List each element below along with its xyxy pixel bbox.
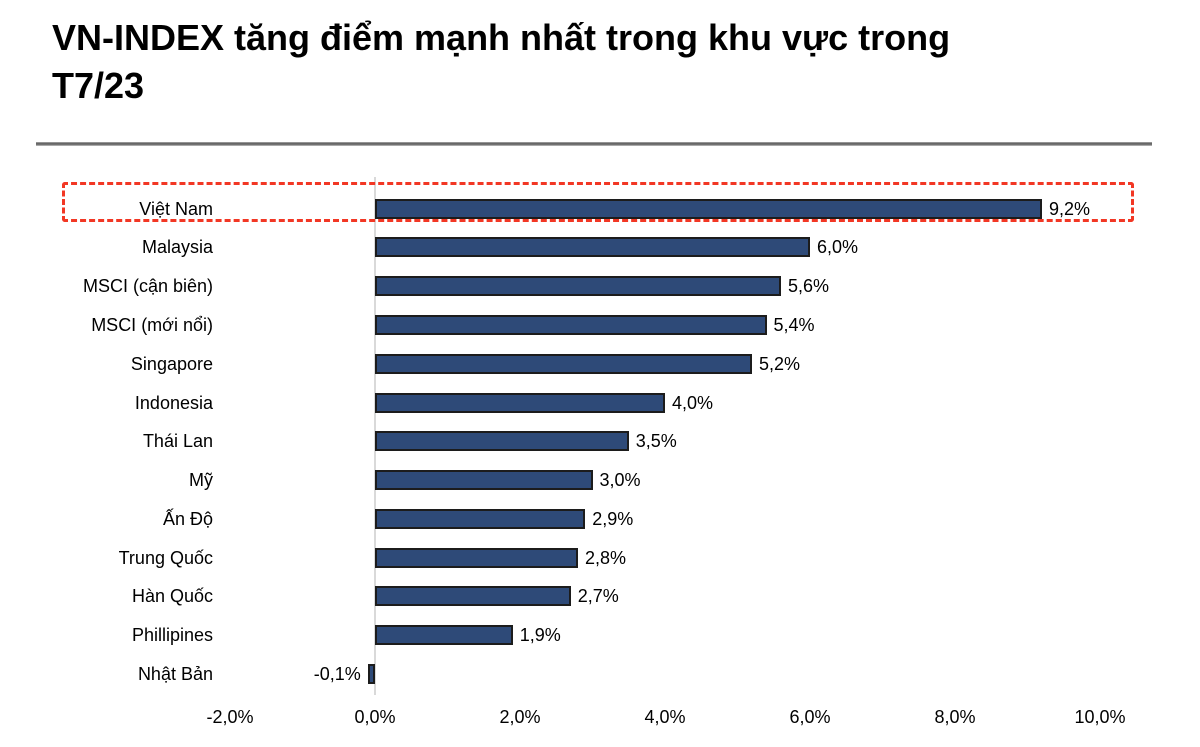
bar (375, 315, 767, 335)
bar (375, 276, 781, 297)
bar (375, 353, 752, 374)
value-label: 6,0% (817, 237, 859, 258)
value-label: -0,1% (313, 663, 361, 684)
category-label: Indonesia (134, 392, 213, 413)
category-label: Việt Nam (139, 198, 213, 219)
page-title-line2: T7/23 (52, 65, 145, 106)
category-label: Nhật Bản (137, 663, 213, 684)
category-label: Malaysia (141, 237, 213, 258)
bar (375, 547, 578, 568)
value-label: 2,9% (592, 508, 634, 529)
bar (375, 508, 586, 529)
category-label: MSCI (mới nổi) (91, 315, 213, 335)
value-label: 9,2% (1049, 198, 1091, 219)
value-label: 3,5% (635, 431, 677, 452)
category-label: Singapore (130, 353, 213, 374)
category-label: MSCI (cận biên) (82, 276, 213, 297)
title-divider (36, 142, 1152, 146)
category-label: Phillipines (131, 625, 213, 646)
x-tick-label: 0,0% (354, 707, 396, 727)
value-label: 2,8% (585, 547, 627, 568)
bar (375, 586, 571, 607)
bar (367, 663, 375, 684)
value-label: 4,0% (672, 392, 714, 413)
x-tick-label: 8,0% (934, 707, 976, 727)
bar (375, 431, 629, 452)
page-title-line1: VN-INDEX tăng điểm mạnh nhất trong khu v… (52, 17, 951, 58)
value-label: 1,9% (519, 625, 561, 646)
x-tick-label: 4,0% (644, 707, 686, 727)
value-label: 3,0% (599, 470, 641, 491)
category-label: Ấn Độ (162, 508, 213, 529)
category-label: Trung Quốc (118, 547, 213, 568)
page-title: VN-INDEX tăng điểm mạnh nhất trong khu v… (52, 14, 1112, 110)
bar (375, 237, 810, 258)
x-tick-label: 2,0% (499, 707, 541, 727)
category-label: Mỹ (189, 470, 213, 491)
category-label: Hàn Quốc (131, 586, 213, 607)
category-label: Thái Lan (142, 431, 213, 452)
bar (375, 392, 665, 413)
bar (375, 198, 1042, 219)
bar (375, 625, 513, 646)
x-tick-label: 6,0% (789, 707, 831, 727)
value-label: 5,2% (759, 353, 801, 374)
x-tick-label: 10,0% (1074, 707, 1126, 727)
vietnam-highlight-box (62, 182, 1134, 222)
bar (375, 470, 593, 491)
value-label: 5,6% (788, 276, 830, 297)
x-tick-label: -2,0% (206, 707, 254, 727)
value-label: 5,4% (773, 315, 815, 335)
value-label: 2,7% (577, 586, 619, 607)
